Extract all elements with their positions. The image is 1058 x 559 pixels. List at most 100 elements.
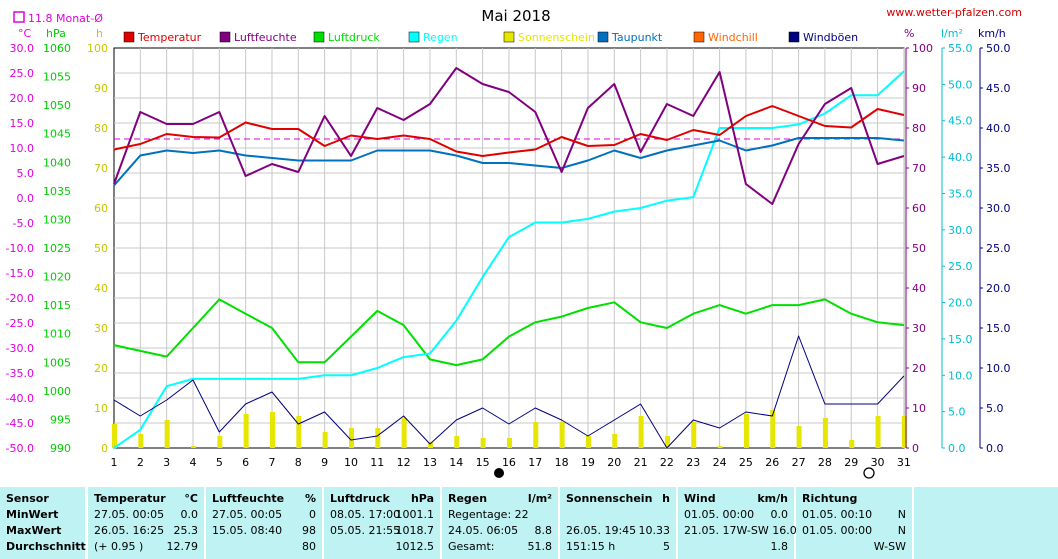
tick-label-humidity_pct: 30 — [912, 322, 926, 335]
tick-label-rain_lm2: 10.0 — [948, 369, 973, 382]
tick-label-temperature_c: 15.0 — [10, 117, 35, 130]
x-tick-label: 29 — [844, 456, 858, 469]
x-tick-label: 23 — [686, 456, 700, 469]
tick-label-temperature_c: -10.0 — [6, 242, 34, 255]
tick-label-pressure_hpa: 990 — [50, 442, 71, 455]
month-avg-label: 11.8 Monat-Ø — [28, 12, 103, 25]
x-tick-label: 7 — [268, 456, 275, 469]
tick-label-pressure_hpa: 1010 — [43, 328, 71, 341]
tick-label-sunshine_h: 0 — [101, 442, 108, 455]
tick-label-wind_kmh: 30.0 — [986, 202, 1011, 215]
tick-label-rain_lm2: 0.0 — [948, 442, 966, 455]
unit-rain: l/m² — [941, 27, 963, 40]
stats-empty — [914, 487, 1058, 559]
dir-min-val: N — [897, 508, 906, 521]
legend: Temperatur Luftfeuchte Luftdruck Regen Sonne… — [123, 31, 858, 44]
series-line-luftdruck — [113, 298, 905, 367]
x-tick-label: 9 — [321, 456, 328, 469]
sunshine-bar — [269, 412, 275, 448]
x-tick-label: 30 — [871, 456, 885, 469]
month-avg-marker-icon — [13, 11, 25, 23]
tick-label-temperature_c: -20.0 — [6, 292, 34, 305]
temp-max-val: 25.3 — [173, 524, 199, 537]
legend-label: Taupunkt — [611, 31, 663, 44]
wind-max: 21.05. 17W-SW 16.0 — [684, 524, 797, 537]
tick-label-sunshine_h: 100 — [87, 42, 108, 55]
tick-label-rain_lm2: 20.0 — [948, 297, 973, 310]
sunshine-bar — [480, 438, 486, 448]
unit-celsius: °C — [18, 27, 32, 40]
hum-min-time: 27.05. 00:05 — [212, 508, 283, 521]
tick-label-temperature_c: -30.0 — [6, 342, 34, 355]
legend-label: Regen — [423, 31, 458, 44]
legend-label: Luftfeuchte — [234, 31, 297, 44]
x-tick-label: 12 — [397, 456, 411, 469]
stats-direction: Richtung 01.05. 00:10 N 01.05. 00:00 N W-S… — [796, 487, 912, 559]
unit-percent: % — [904, 27, 914, 40]
tick-label-temperature_c: -50.0 — [6, 442, 34, 455]
sunshine-bar — [743, 414, 749, 448]
series-line-taupunkt — [113, 137, 904, 187]
tick-label-wind_kmh: 40.0 — [986, 122, 1011, 135]
x-tick-label: 19 — [581, 456, 595, 469]
tick-label-temperature_c: -45.0 — [6, 417, 34, 430]
sunshine-bar — [190, 446, 196, 448]
stats-temperature: Temperatur °C 27.05. 00:05 0.0 26.05. 16:2… — [88, 487, 204, 559]
legend-label: Luftdruck — [328, 31, 380, 44]
tick-label-sunshine_h: 10 — [94, 402, 108, 415]
moon-full-icon — [863, 467, 875, 479]
sunshine-bar — [559, 422, 565, 448]
tick-label-pressure_hpa: 1040 — [43, 156, 71, 169]
tick-label-wind_kmh: 0.0 — [986, 442, 1004, 455]
website-link[interactable]: www.wetter-pfalzen.com — [886, 6, 1022, 19]
tick-label-rain_lm2: 40.0 — [948, 151, 973, 164]
sunshine-bar — [375, 428, 381, 448]
wind-unit: km/h — [757, 492, 788, 505]
tick-label-sunshine_h: 50 — [94, 242, 108, 255]
stats-humidity: Luftfeuchte% 27.05. 00:05 0 15.05. 08:40 9… — [206, 487, 322, 559]
hum-max-time: 15.05. 08:40 — [212, 524, 283, 537]
press-unit: hPa — [410, 492, 434, 505]
tick-label-wind_kmh: 10.0 — [986, 362, 1011, 375]
hum-min-val: 0 — [309, 508, 316, 521]
sunshine-bar — [217, 436, 223, 448]
tick-label-temperature_c: -40.0 — [6, 392, 34, 405]
tick-label-humidity_pct: 100 — [912, 42, 933, 55]
wind-title: Wind — [684, 492, 716, 505]
sunshine-bar — [322, 432, 328, 448]
label-avg: Durchschnitt — [6, 540, 86, 553]
sunshine-bar — [401, 418, 407, 448]
x-tick-label: 13 — [423, 456, 437, 469]
sunshine-bar — [770, 410, 776, 448]
legend-label: Windböen — [803, 31, 858, 44]
tick-label-humidity_pct: 70 — [912, 162, 926, 175]
tick-label-pressure_hpa: 1035 — [43, 185, 71, 198]
legend-label: Sonnenschein — [518, 31, 595, 44]
tick-label-humidity_pct: 90 — [912, 82, 926, 95]
sun-total: 151:15 h — [566, 540, 616, 553]
tick-label-pressure_hpa: 1050 — [43, 99, 71, 112]
rain-days: Regentage: 22 — [448, 508, 529, 521]
tick-label-sunshine_h: 70 — [94, 162, 108, 175]
x-tick-label: 31 — [897, 456, 911, 469]
tick-label-sunshine_h: 90 — [94, 82, 108, 95]
series-line-windböen — [113, 335, 905, 449]
axes: 30.025.020.015.010.05.00.0-5.0-10.0-15.0… — [6, 42, 1011, 469]
legend-label: Windchill — [708, 31, 758, 44]
weather-chart: 30.025.020.015.010.05.00.0-5.0-10.0-15.0… — [6, 6, 1022, 479]
rain-unit: l/m² — [527, 492, 552, 505]
label-min: MinWert — [6, 508, 59, 521]
stats-labels: Sensor MinWert MaxWert Durchschnitt — [0, 487, 86, 559]
sunshine-bars — [112, 410, 907, 448]
tick-label-sunshine_h: 80 — [94, 122, 108, 135]
tick-label-humidity_pct: 40 — [912, 282, 926, 295]
x-tick-label: 5 — [216, 456, 223, 469]
moon-new-icon — [494, 468, 504, 478]
x-tick-label: 15 — [476, 456, 490, 469]
dir-max-val: N — [897, 524, 906, 537]
wind-avg-val: 1.8 — [770, 540, 789, 553]
sun-title: Sonnenschein — [566, 492, 653, 505]
hum-title: Luftfeuchte — [212, 492, 285, 505]
x-tick-label: 11 — [370, 456, 384, 469]
hum-avg-val: 80 — [302, 540, 316, 553]
